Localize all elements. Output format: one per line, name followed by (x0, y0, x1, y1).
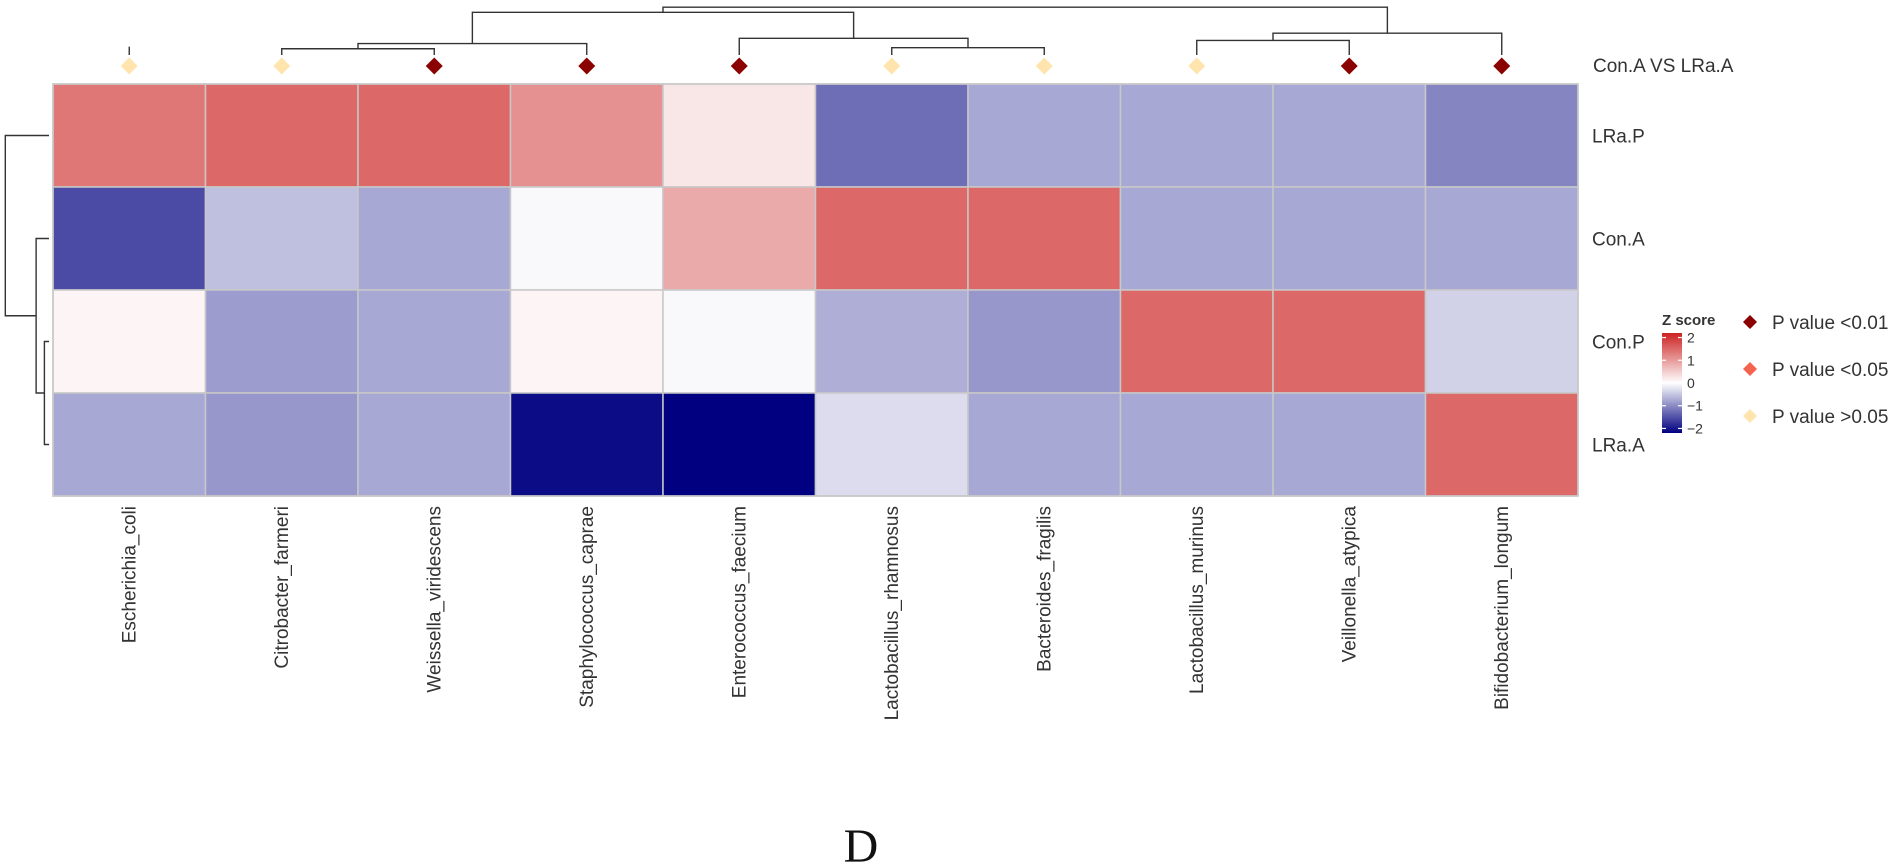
heatmap-cell (52, 392, 207, 497)
heatmap-cell (1424, 392, 1579, 497)
heatmap-cell (967, 289, 1122, 394)
legend-diamond (1743, 362, 1757, 376)
heatmap-cell (1424, 289, 1579, 394)
legend-label: P value >0.05 (1772, 407, 1888, 428)
annotation-diamond (730, 57, 748, 75)
legend-diamond (1743, 409, 1757, 423)
colorbar-gradient (1662, 333, 1682, 433)
heatmap-cell (967, 83, 1122, 188)
dendrogram-branch (35, 237, 49, 394)
row-label: LRa.P (1592, 127, 1645, 148)
heatmap-cell (662, 289, 817, 394)
heatmap-cell (1119, 83, 1274, 188)
heatmap-cell (509, 83, 664, 188)
heatmap-cell (357, 186, 512, 291)
row-label: LRa.A (1592, 436, 1645, 457)
annotation-diamond (1340, 57, 1358, 75)
column-label: Citrobacter_farmeri (272, 506, 293, 669)
annotation-diamond (883, 57, 901, 75)
annotation-diamond (578, 57, 596, 75)
heatmap-cell (662, 83, 817, 188)
dendrogram-branch (891, 47, 1045, 55)
column-label: Veillonella_atypica (1339, 506, 1360, 663)
heatmap-cell (52, 289, 207, 394)
heatmap-cell (204, 289, 359, 394)
column-label: Lactobacillus_murinus (1187, 506, 1208, 694)
column-label: Bifidobacterium_longum (1492, 506, 1513, 710)
column-label: Staphylococcus_caprae (577, 506, 598, 708)
heatmap-cell (1272, 186, 1427, 291)
column-label: Lactobacillus_rhamnosus (882, 506, 903, 720)
dendrogram-branch (4, 134, 49, 317)
heatmap-cells (52, 83, 1579, 497)
dendrogram-branch (1196, 39, 1350, 55)
row-label: Con.A (1592, 230, 1645, 251)
colorbar-tick-label: 2 (1687, 330, 1695, 346)
dendrogram-branch (43, 340, 49, 446)
dendrogram-branch (662, 6, 1389, 34)
heatmap-cell (967, 186, 1122, 291)
heatmap-cell (52, 186, 207, 291)
panel-label: D (844, 820, 879, 866)
heatmap-cell (204, 392, 359, 497)
heatmap-cell (1424, 186, 1579, 291)
annotation-row (120, 57, 1511, 75)
dendrogram-branch (281, 48, 435, 55)
annotation-diamond (120, 57, 138, 75)
colorbar-title: Z score (1662, 312, 1715, 329)
colorbar-tick-label: 1 (1687, 352, 1695, 368)
heatmap-cell (1272, 289, 1427, 394)
annotation-diamond (1035, 57, 1053, 75)
heatmap-cell (357, 392, 512, 497)
annotation-diamond (425, 57, 443, 75)
dendrogram-branch (1272, 32, 1503, 55)
heatmap-cell (52, 83, 207, 188)
row-label: Con.P (1592, 333, 1645, 354)
column-label: Escherichia_coli (119, 506, 140, 643)
colorbar-tick-label: 0 (1687, 375, 1695, 391)
legend-diamond (1743, 315, 1757, 329)
heatmap-cell (509, 392, 664, 497)
heatmap-cell (967, 392, 1122, 497)
annotation-diamond (273, 57, 291, 75)
heatmap-cell (357, 83, 512, 188)
annotation-diamond (1493, 57, 1511, 75)
column-label: Weissella_viridescens (424, 506, 445, 693)
legend-label: P value <0.01 (1772, 313, 1888, 334)
colorbar-tick-label: −2 (1687, 420, 1703, 436)
heatmap-cell (1272, 392, 1427, 497)
annotation-legend: P value <0.01 P value <0.05 P value >0.05 (1743, 313, 1888, 428)
annotation-diamond (1188, 57, 1206, 75)
heatmap-cell (814, 392, 969, 497)
heatmap-cell (1424, 83, 1579, 188)
heatmap-cell (1119, 186, 1274, 291)
heatmap-cell (814, 289, 969, 394)
heatmap-cell (1272, 83, 1427, 188)
row-labels: LRa.P Con.A Con.P LRa.A (1592, 127, 1645, 457)
heatmap-cell (814, 186, 969, 291)
heatmap-cell (509, 186, 664, 291)
colorbar-tick-label: −1 (1687, 398, 1703, 414)
column-dendrogram (128, 6, 1503, 55)
heatmap-cell (204, 83, 359, 188)
heatmap-cell (1119, 392, 1274, 497)
heatmap-cell (357, 289, 512, 394)
heatmap-cell (204, 186, 359, 291)
heatmap-cell (662, 392, 817, 497)
legend-label: P value <0.05 (1772, 360, 1888, 381)
heatmap-cell (1119, 289, 1274, 394)
heatmap-cell (509, 289, 664, 394)
column-label: Bacteroides_fragilis (1034, 506, 1055, 672)
dendrogram-branch (738, 37, 969, 55)
heatmap-cell (814, 83, 969, 188)
heatmap-border (52, 83, 1579, 497)
annotation-name: Con.A VS LRa.A (1593, 56, 1734, 77)
heatmap-cell (662, 186, 817, 291)
column-label: Enterococcus_faecium (729, 506, 750, 698)
row-dendrogram (4, 134, 49, 446)
column-labels: Escherichia_coli Citrobacter_farmeri Weiss… (119, 506, 1513, 721)
